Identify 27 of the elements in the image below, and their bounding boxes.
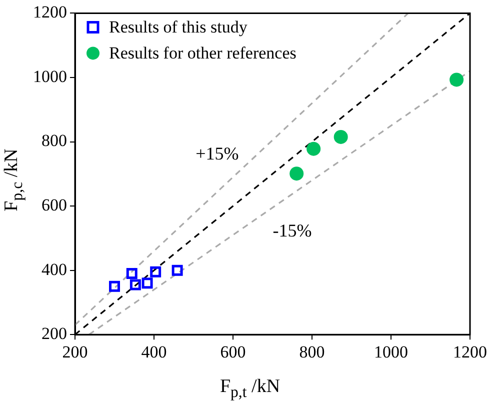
annotation: +15% (196, 143, 239, 164)
y-tick-label: 1200 (33, 2, 67, 22)
point (142, 278, 153, 289)
point (150, 266, 162, 278)
point (334, 130, 348, 144)
legend-label: Results of this study (109, 18, 248, 37)
x-tick-label: 400 (141, 342, 167, 362)
legend-label: Results for other references (109, 44, 296, 63)
x-tick-label: 1200 (453, 342, 487, 362)
y-tick-label: 1000 (33, 66, 67, 86)
point (290, 166, 304, 181)
annotation: -15% (272, 220, 312, 240)
x-tick-label: 200 (62, 342, 88, 362)
x-tick-label: 800 (299, 342, 325, 362)
y-tick-label: 200 (42, 324, 67, 344)
point (109, 280, 120, 292)
x-tick-label: 1000 (374, 342, 408, 362)
y-tick-label: 600 (42, 196, 67, 215)
x-tick-label: 600 (220, 342, 246, 362)
y-tick-label: 800 (42, 131, 67, 150)
point (172, 264, 183, 276)
point (306, 142, 321, 156)
y-tick-label: 400 (42, 260, 67, 279)
point (130, 279, 141, 290)
x-axis-title: F$_{p,t}$ /kN (218, 376, 282, 402)
point (126, 268, 138, 280)
point (450, 72, 464, 87)
